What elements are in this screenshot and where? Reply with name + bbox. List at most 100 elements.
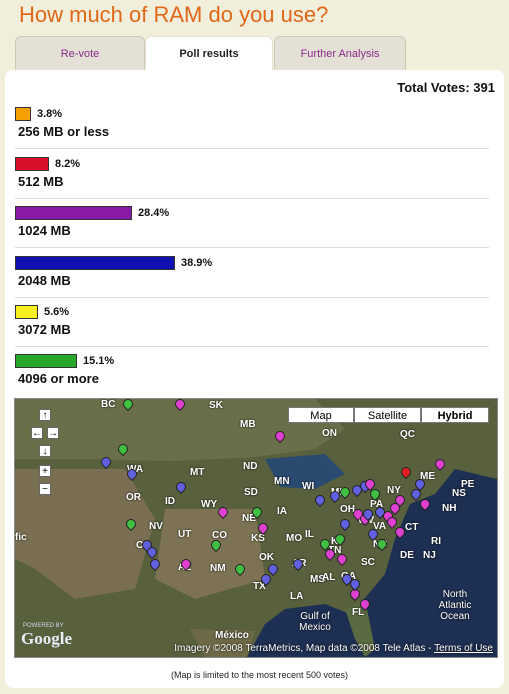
map-label: AL bbox=[322, 572, 336, 583]
map-label: CT bbox=[405, 522, 419, 533]
minus-icon: − bbox=[42, 484, 48, 495]
option-bar bbox=[15, 354, 77, 368]
zoom-in-button[interactable]: + bbox=[39, 465, 51, 477]
arrow-down-icon: ↓ bbox=[42, 446, 48, 457]
map-label: PE bbox=[461, 479, 475, 490]
option-row: 3.8% 256 MB or less bbox=[15, 107, 489, 155]
map-label: ME bbox=[420, 471, 435, 482]
map-label: México bbox=[215, 630, 249, 641]
zoom-out-button[interactable]: − bbox=[39, 483, 51, 495]
option-row: 5.6% 3072 MB bbox=[15, 305, 489, 353]
map-label: SD bbox=[244, 487, 258, 498]
arrow-right-icon: → bbox=[48, 428, 58, 439]
map-label: NM bbox=[210, 563, 226, 574]
map-label: NE bbox=[242, 513, 256, 524]
pan-down-button[interactable]: ↓ bbox=[39, 445, 51, 457]
map-attribution: Imagery ©2008 TerraMetrics, Map data ©20… bbox=[174, 643, 493, 654]
map-label: NH bbox=[442, 503, 457, 514]
map-label: Gulf of Mexico bbox=[299, 611, 331, 633]
map-label: UT bbox=[178, 529, 192, 540]
option-percent: 5.6% bbox=[44, 306, 70, 318]
option-label: 2048 MB bbox=[18, 273, 71, 288]
map-label: ND bbox=[243, 461, 258, 472]
divider bbox=[15, 297, 489, 298]
option-bar bbox=[15, 305, 38, 319]
terms-of-use-link[interactable]: Terms of Use bbox=[434, 643, 493, 654]
pan-up-button[interactable]: ↑ bbox=[39, 409, 51, 421]
map-label: PA bbox=[370, 499, 384, 510]
map-label: OR bbox=[126, 492, 141, 503]
map-label: MS bbox=[310, 574, 325, 585]
google-logo[interactable]: Google bbox=[21, 629, 72, 648]
option-label: 512 MB bbox=[18, 174, 64, 189]
map-label: RI bbox=[431, 536, 441, 547]
map-label: TX bbox=[253, 581, 266, 592]
divider bbox=[15, 247, 489, 248]
map-label: MO bbox=[286, 533, 303, 544]
map-label: VA bbox=[373, 521, 387, 532]
map-type-map-button[interactable]: Map bbox=[288, 407, 354, 423]
option-percent: 28.4% bbox=[138, 207, 170, 219]
map-label: IL bbox=[305, 529, 314, 540]
option-percent: 3.8% bbox=[37, 108, 63, 120]
tab-re-vote-label: Re-vote bbox=[60, 48, 100, 60]
map-label: OH bbox=[340, 504, 355, 515]
option-bar bbox=[15, 107, 31, 121]
map-label: SC bbox=[361, 557, 375, 568]
map-type-hybrid-button[interactable]: Hybrid bbox=[421, 407, 489, 423]
pan-left-button[interactable]: ← bbox=[31, 427, 43, 439]
option-bar bbox=[15, 157, 49, 171]
map-label: DE bbox=[400, 550, 414, 561]
divider bbox=[15, 198, 489, 199]
map-label: LA bbox=[290, 591, 304, 602]
map-type-satellite-button[interactable]: Satellite bbox=[354, 407, 421, 423]
map-label: fic bbox=[15, 532, 27, 543]
tab-poll-results-label: Poll results bbox=[179, 48, 239, 60]
divider bbox=[15, 148, 489, 149]
option-label: 4096 or more bbox=[18, 371, 99, 386]
plus-icon: + bbox=[42, 466, 48, 477]
option-label: 3072 MB bbox=[18, 322, 71, 337]
map-label: NS bbox=[452, 488, 466, 499]
option-bar bbox=[15, 206, 132, 220]
map-label: NV bbox=[149, 521, 163, 532]
tab-re-vote[interactable]: Re-vote bbox=[15, 36, 145, 70]
votes-map[interactable]: Map Satellite Hybrid ↑ ← → ↓ + − BC SK QC O… bbox=[14, 398, 498, 658]
map-label: ON bbox=[322, 428, 337, 439]
option-label: 256 MB or less bbox=[18, 124, 110, 139]
option-row: 38.9% 2048 MB bbox=[15, 256, 489, 304]
map-label: ID bbox=[165, 496, 175, 507]
option-row: 8.2% 512 MB bbox=[15, 157, 489, 205]
map-label: CO bbox=[212, 530, 227, 541]
attribution-text: Imagery ©2008 TerraMetrics, Map data ©20… bbox=[174, 643, 435, 654]
map-label: IA bbox=[277, 506, 287, 517]
divider bbox=[15, 346, 489, 347]
map-label: FL bbox=[352, 607, 365, 618]
option-bar bbox=[15, 256, 175, 270]
map-type-label: Satellite bbox=[367, 410, 408, 422]
map-label: NY bbox=[387, 485, 401, 496]
total-votes: Total Votes: 391 bbox=[397, 80, 495, 95]
option-row: 28.4% 1024 MB bbox=[15, 206, 489, 254]
option-percent: 8.2% bbox=[55, 158, 81, 170]
map-label: SK bbox=[209, 400, 223, 411]
arrow-left-icon: ← bbox=[32, 428, 42, 439]
tab-poll-results[interactable]: Poll results bbox=[145, 36, 273, 72]
results-panel: Total Votes: 391 3.8% 256 MB or less 8.2… bbox=[5, 70, 504, 688]
map-label: NJ bbox=[423, 550, 436, 561]
map-footnote: (Map is limited to the most recent 500 v… bbox=[170, 670, 349, 680]
arrow-up-icon: ↑ bbox=[42, 410, 48, 421]
tab-further-analysis[interactable]: Further Analysis bbox=[274, 36, 406, 70]
map-label: KS bbox=[251, 533, 265, 544]
option-percent: 38.9% bbox=[181, 257, 213, 269]
map-type-label: Hybrid bbox=[437, 410, 473, 422]
option-row: 15.1% 4096 or more bbox=[15, 354, 489, 402]
map-label: WY bbox=[201, 499, 218, 510]
tab-further-analysis-label: Further Analysis bbox=[300, 48, 380, 60]
poll-title: How much of RAM do you use? bbox=[19, 2, 329, 27]
map-label: WI bbox=[302, 481, 315, 492]
powered-by-text: POWERED BY bbox=[23, 623, 64, 629]
option-label: 1024 MB bbox=[18, 223, 71, 238]
option-percent: 15.1% bbox=[83, 355, 115, 367]
pan-right-button[interactable]: → bbox=[47, 427, 59, 439]
